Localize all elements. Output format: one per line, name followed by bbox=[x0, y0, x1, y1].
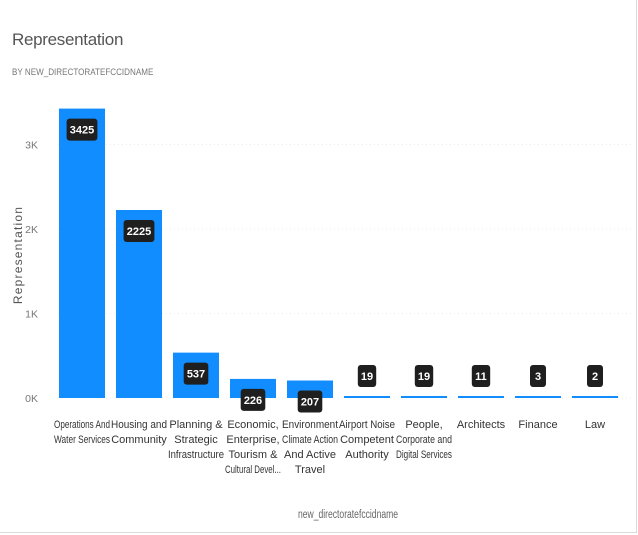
bar bbox=[572, 396, 618, 398]
x-tick-label-line: Competent bbox=[340, 434, 394, 446]
x-tick-label-line: Planning & bbox=[169, 419, 223, 431]
chart-subtitle: BY NEW_DIRECTORATEFCCIDNAME bbox=[12, 67, 154, 78]
bar bbox=[458, 396, 504, 398]
x-tick-label-line: Airport Noise bbox=[339, 419, 395, 431]
data-label: 11 bbox=[475, 371, 487, 383]
x-tick-label-line: Corporate and bbox=[396, 434, 452, 446]
data-label: 226 bbox=[244, 395, 262, 407]
data-label: 19 bbox=[361, 371, 373, 383]
x-tick-label-line: Authority bbox=[345, 449, 389, 461]
data-label-box bbox=[123, 219, 155, 242]
x-tick-label-line: Water Services bbox=[54, 434, 110, 446]
data-label-box bbox=[240, 388, 266, 411]
data-label: 537 bbox=[187, 369, 205, 381]
x-axis-label: new_directoratefccidname bbox=[298, 509, 398, 521]
x-tick-label-line: Travel bbox=[295, 464, 325, 476]
x-tick-label: People, Corporate and Digital Services bbox=[396, 419, 452, 461]
bar bbox=[401, 396, 447, 398]
y-tick-label: 2K bbox=[25, 224, 38, 236]
x-tick-label: Operations And Water Services bbox=[54, 419, 110, 446]
data-label: 2225 bbox=[127, 226, 151, 238]
x-tick-label-line: Environment bbox=[282, 419, 338, 431]
data-label-box bbox=[183, 362, 209, 385]
data-label: 2 bbox=[592, 371, 598, 383]
bar bbox=[59, 108, 105, 399]
y-tick-label: 3K bbox=[25, 140, 38, 152]
y-tick-label: 1K bbox=[25, 309, 38, 321]
data-label: 3 bbox=[535, 371, 541, 383]
data-labels: 3425 2225 537 226 207 19 19 11 3 2 bbox=[66, 118, 603, 413]
x-tick-label-line: Tourism & bbox=[229, 449, 279, 461]
bars bbox=[59, 108, 618, 399]
x-tick-label: Architects bbox=[457, 419, 506, 431]
data-label: 19 bbox=[418, 371, 430, 383]
x-tick-label-line: And Active bbox=[284, 449, 336, 461]
data-label-box bbox=[414, 365, 434, 387]
x-tick-label-line: Operations And bbox=[54, 419, 110, 431]
x-tick-label-line: Community bbox=[111, 434, 167, 446]
data-label: 3425 bbox=[70, 125, 94, 137]
x-tick-label-line: Climate Action bbox=[282, 434, 338, 446]
x-tick-label-line: Law bbox=[585, 419, 605, 431]
x-tick-label-line: Finance bbox=[518, 419, 557, 431]
bar bbox=[344, 396, 390, 398]
x-tick-label-line: Infrastructure bbox=[168, 449, 224, 461]
data-label-box bbox=[587, 365, 603, 387]
x-tick-label: Economic, Enterprise, Tourism & Cultural De… bbox=[225, 419, 281, 476]
x-tick-label: Airport Noise Competent Authority bbox=[339, 419, 395, 461]
bar bbox=[515, 396, 561, 398]
data-label-box bbox=[357, 365, 377, 387]
chart-title: Representation bbox=[12, 30, 124, 49]
x-tick-label: Law bbox=[585, 419, 605, 431]
data-label: 207 bbox=[301, 397, 319, 409]
x-tick-label-line: Strategic bbox=[174, 434, 218, 446]
x-tick-label: Housing and Community bbox=[111, 419, 167, 446]
x-tick-label-line: Economic, bbox=[227, 419, 278, 431]
y-axis-label: Representation bbox=[11, 206, 25, 304]
x-tick-label: Planning & Strategic Infrastructure bbox=[168, 419, 224, 461]
x-tick-label-line: Digital Services bbox=[396, 449, 452, 461]
x-tick-label-line: Housing and bbox=[111, 419, 167, 431]
x-tick-label-line: People, bbox=[405, 419, 442, 431]
y-axis-ticks: 0K 1K 2K 3K bbox=[25, 140, 38, 406]
y-tick-label: 0K bbox=[25, 393, 38, 405]
x-tick-label-line: Cultural Devel... bbox=[225, 464, 281, 476]
x-tick-label: Finance bbox=[518, 419, 557, 431]
data-label-box bbox=[471, 365, 491, 387]
data-label-box bbox=[66, 118, 98, 141]
x-tick-label: Environment Climate Action And Active Trave… bbox=[282, 419, 338, 476]
data-label-box bbox=[297, 390, 323, 413]
data-label-box bbox=[530, 365, 546, 387]
x-tick-label-line: Architects bbox=[457, 419, 506, 431]
x-tick-label-line: Enterprise, bbox=[226, 434, 279, 446]
